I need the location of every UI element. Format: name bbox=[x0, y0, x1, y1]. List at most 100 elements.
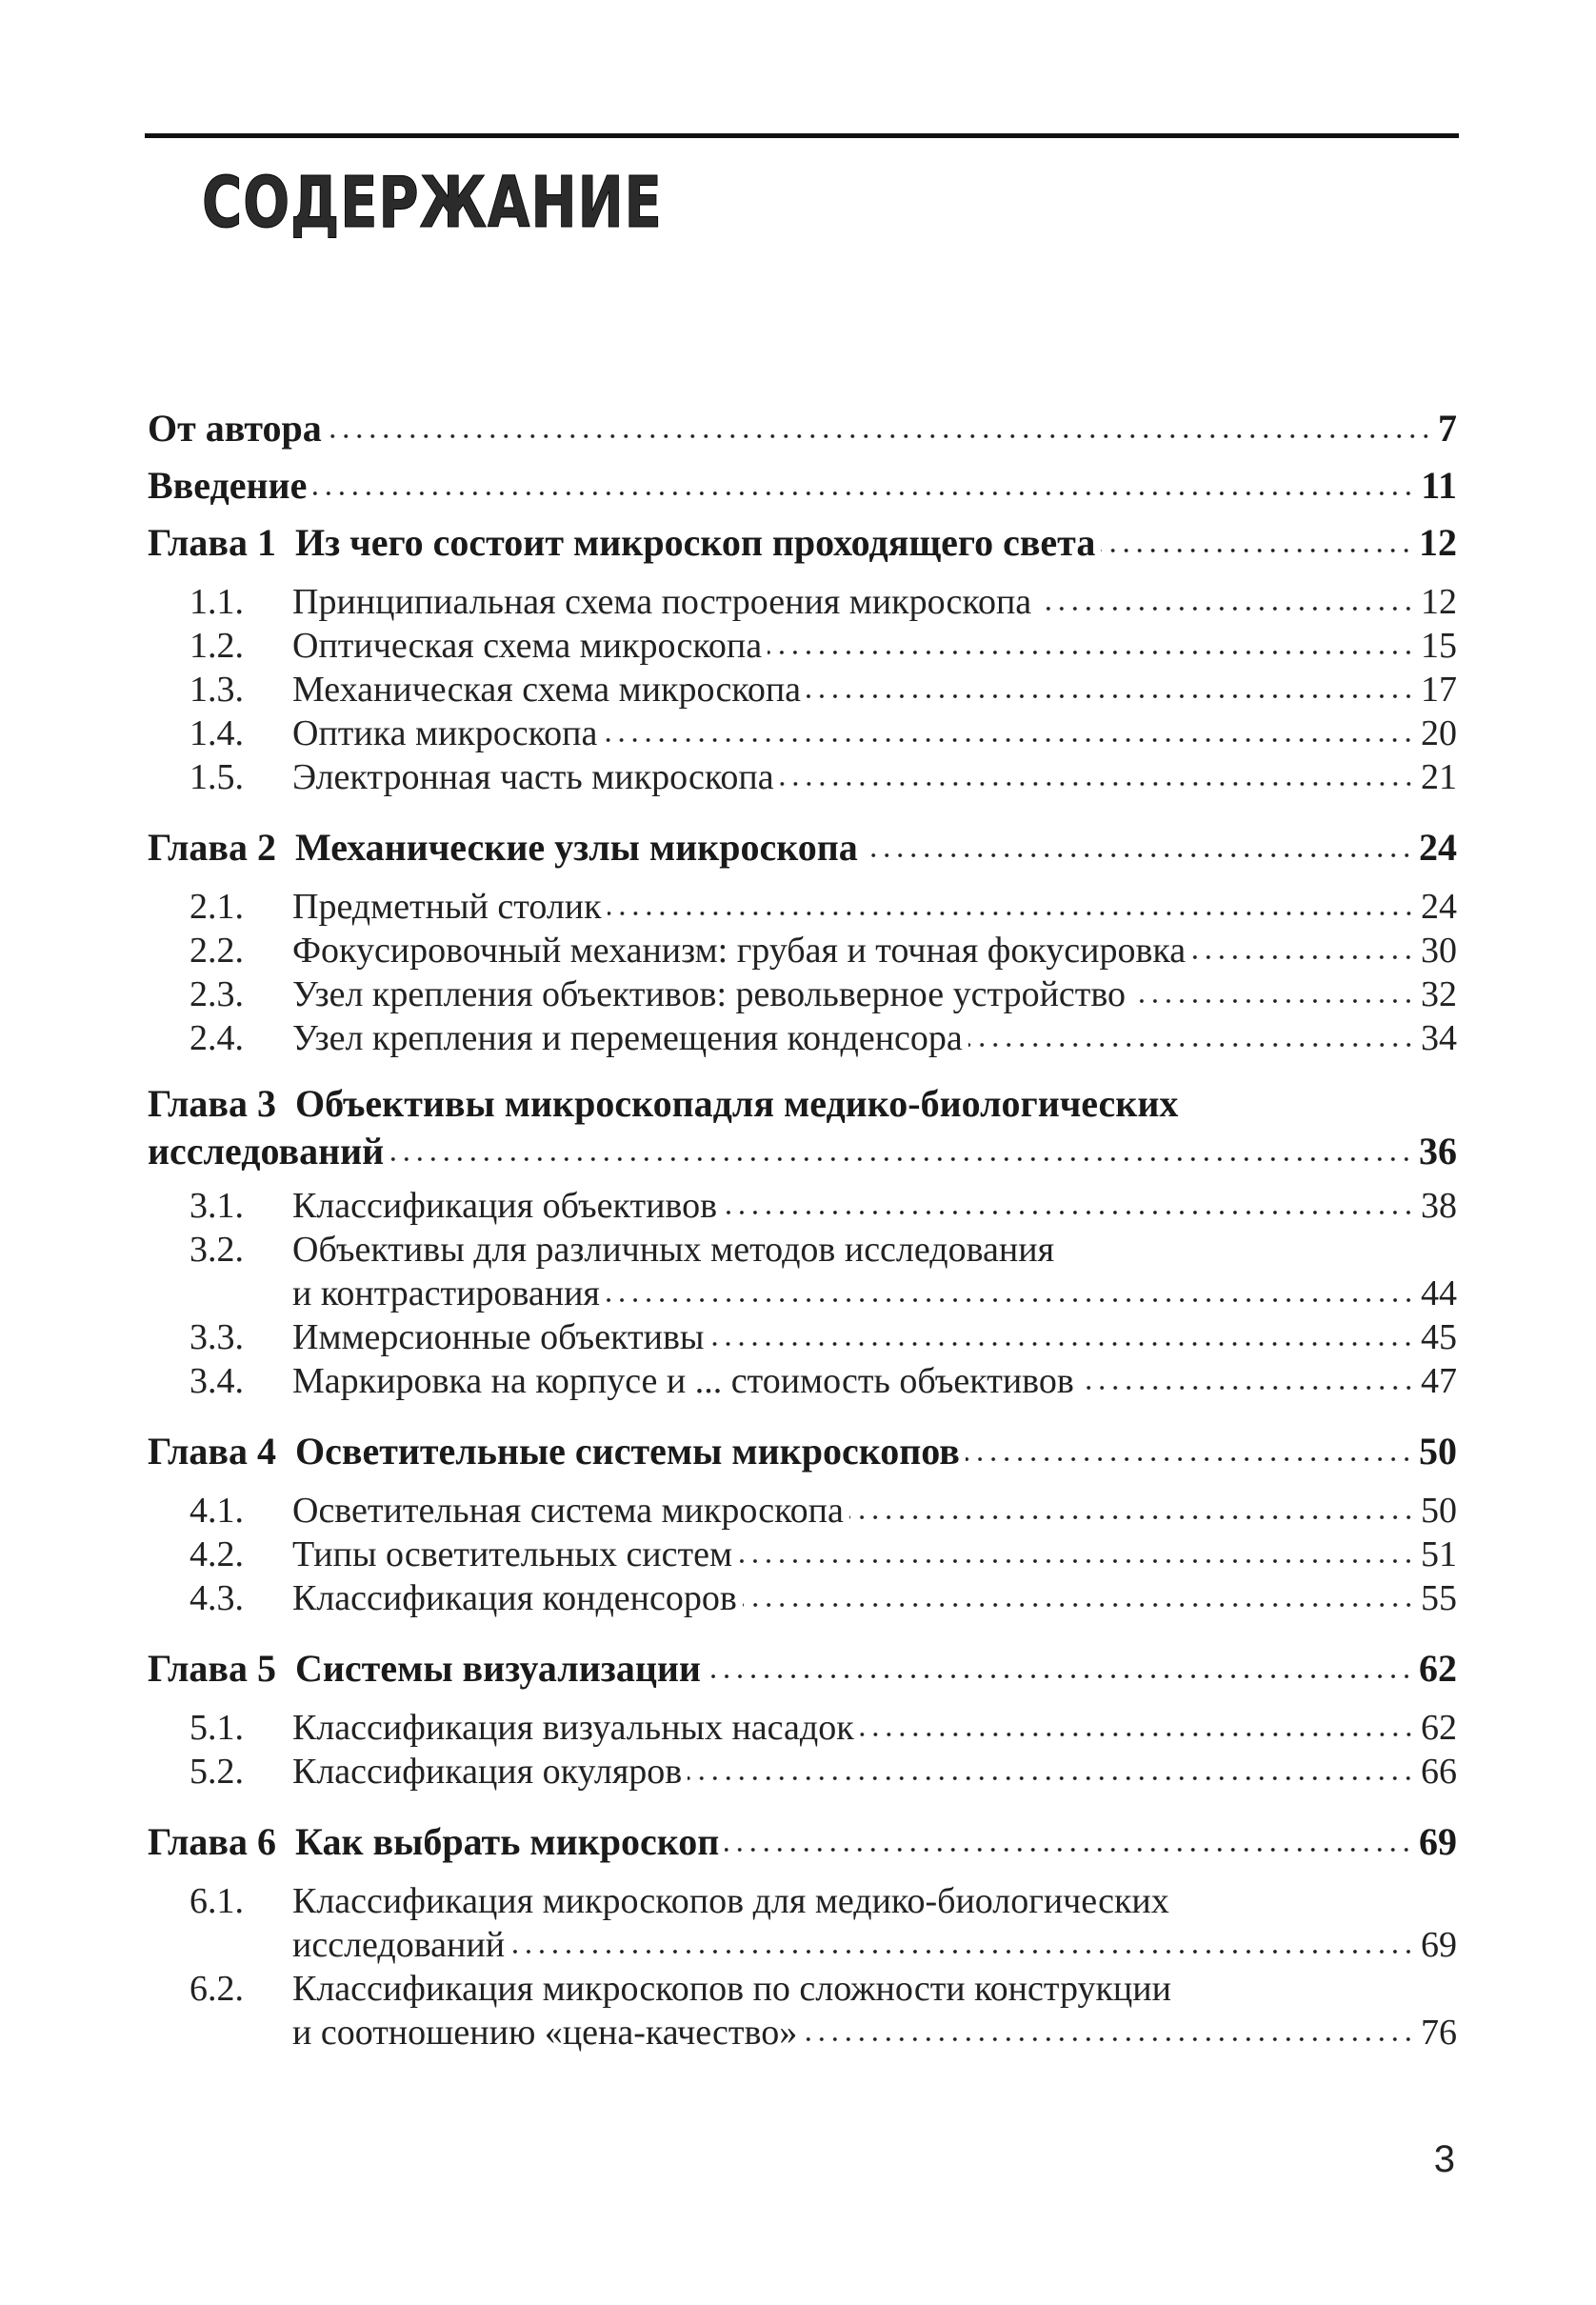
section-row: 2.3. Узел крепления объективов: револьвер… bbox=[148, 972, 1457, 1016]
chapter-title: исследований bbox=[148, 1130, 385, 1173]
section-page: 17 bbox=[1421, 670, 1457, 710]
section-title: Осветительная система микроскопа bbox=[292, 1491, 844, 1531]
chapter-label: Глава 3 bbox=[148, 1082, 276, 1125]
dot-leader bbox=[389, 1154, 1413, 1164]
section-title: Классификация микроскопов для медико-био… bbox=[292, 1881, 1169, 1921]
chapter-row: Глава 5 Системы визуализации 62 bbox=[148, 1640, 1457, 1697]
toc-chapter: Глава 2 Механические узлы микроскопа 24 2.1… bbox=[148, 819, 1457, 1080]
section-page: 62 bbox=[1421, 1708, 1457, 1748]
dot-leader bbox=[1101, 546, 1413, 555]
section-title: Узел крепления и перемещения конденсора bbox=[292, 1018, 963, 1058]
section-page: 32 bbox=[1421, 974, 1457, 1014]
section-list: 5.1. Классификация визуальных насадок 62 5.… bbox=[148, 1697, 1457, 1814]
toc-chapter: Глава 4 Осветительные системы микроскопов… bbox=[148, 1423, 1457, 1640]
dot-leader bbox=[1191, 952, 1415, 962]
dot-leader bbox=[709, 1339, 1415, 1349]
toc-chapter: Глава 5 Системы визуализации 62 5.1. Классиф… bbox=[148, 1640, 1457, 1814]
chapter-row: Глава 6 Как выбрать микроскоп 69 bbox=[148, 1814, 1457, 1871]
section-page: 47 bbox=[1421, 1361, 1457, 1401]
section-number: 1.5. bbox=[190, 757, 244, 797]
section-list: 2.1. Предметный столик 24 2.2. Фокусировочны… bbox=[148, 876, 1457, 1080]
chapter-title: Системы визуализации bbox=[294, 1647, 701, 1690]
chapter-row: Глава 1 Из чего состоит микроскоп проходя… bbox=[148, 514, 1457, 571]
section-row: 6.1. Классификация микроскопов для медико… bbox=[148, 1879, 1457, 1923]
dot-leader bbox=[807, 692, 1415, 701]
section-row: 3.4. Маркировка на корпусе и ... стоимост… bbox=[148, 1359, 1457, 1403]
dot-leader bbox=[965, 1454, 1413, 1464]
section-title: Классификация объективов bbox=[292, 1186, 718, 1226]
chapter-label: Глава 1 bbox=[148, 521, 276, 564]
section-page: 15 bbox=[1421, 626, 1457, 666]
section-title: Фокусировочный механизм: грубая и точная… bbox=[292, 931, 1187, 971]
section-title: Оптика микроскопа bbox=[292, 713, 598, 753]
chapter-row: Введение 11 bbox=[148, 457, 1457, 514]
section-number: 4.2. bbox=[190, 1534, 244, 1574]
dot-leader bbox=[968, 1040, 1415, 1050]
section-title: Типы осветительных систем bbox=[292, 1534, 733, 1574]
top-rule bbox=[145, 133, 1459, 138]
dot-leader bbox=[725, 1845, 1413, 1854]
dot-leader bbox=[1131, 996, 1415, 1006]
section-title: Предметный столик bbox=[292, 887, 602, 927]
section-number: 4.3. bbox=[190, 1578, 244, 1618]
dot-leader bbox=[607, 909, 1415, 918]
section-row: 3.2. Объективы для различных методов иссл… bbox=[148, 1228, 1457, 1272]
section-number: 2.1. bbox=[190, 887, 244, 927]
chapter-label: Глава 5 bbox=[148, 1647, 276, 1690]
dot-leader bbox=[706, 1672, 1413, 1681]
chapter-title: Объективы микроскопадля медико-биологиче… bbox=[294, 1082, 1179, 1125]
section-title: Оптическая схема микроскопа bbox=[292, 626, 763, 666]
section-row: 3.1. Классификация объективов 38 bbox=[148, 1184, 1457, 1228]
section-row: и соотношению «цена-качество» 76 bbox=[148, 2011, 1457, 2054]
section-number: 3.4. bbox=[190, 1361, 244, 1401]
section-title: Классификация визуальных насадок bbox=[292, 1708, 854, 1748]
chapter-row: исследований 36 bbox=[148, 1128, 1457, 1175]
section-number: 1.2. bbox=[190, 626, 244, 666]
toc-chapter: Глава 3 Объективы микроскопадля медико-би… bbox=[148, 1080, 1457, 1423]
dot-leader bbox=[779, 779, 1415, 789]
section-row: 1.4. Оптика микроскопа 20 bbox=[148, 712, 1457, 755]
section-number: 2.4. bbox=[190, 1018, 244, 1058]
section-page: 69 bbox=[1421, 1925, 1457, 1965]
section-page: 66 bbox=[1421, 1752, 1457, 1792]
dot-leader bbox=[1079, 1383, 1415, 1393]
chapter-title: Введение bbox=[148, 464, 308, 507]
section-number: 2.2. bbox=[190, 931, 244, 971]
section-row: 2.4. Узел крепления и перемещения конденс… bbox=[148, 1016, 1457, 1060]
dot-leader bbox=[1037, 604, 1415, 613]
dot-leader bbox=[605, 1295, 1415, 1305]
section-title: Классификация микроскопов по сложности к… bbox=[292, 1969, 1171, 2009]
chapter-row: От автора 7 bbox=[148, 400, 1457, 457]
section-number: 3.2. bbox=[190, 1230, 244, 1270]
section-title: Классификация конденсоров bbox=[292, 1578, 737, 1618]
section-page: 38 bbox=[1421, 1186, 1457, 1226]
dot-leader bbox=[510, 1947, 1415, 1956]
chapter-title: Механические узлы микроскопа bbox=[294, 826, 858, 869]
section-page: 20 bbox=[1421, 713, 1457, 753]
section-row: 1.5. Электронная часть микроскопа 21 bbox=[148, 755, 1457, 799]
section-title: Узел крепления объективов: револьверное … bbox=[292, 974, 1127, 1014]
section-title: Электронная часть микроскопа bbox=[292, 757, 774, 797]
section-title: Классификация окуляров bbox=[292, 1752, 683, 1792]
section-row: 4.3. Классификация конденсоров 55 bbox=[148, 1576, 1457, 1620]
section-list: 3.1. Классификация объективов 38 3.2. Объект… bbox=[148, 1175, 1457, 1423]
section-number: 1.3. bbox=[190, 670, 244, 710]
chapter-page: 62 bbox=[1419, 1647, 1457, 1690]
section-title: Маркировка на корпусе и ... стоимость об… bbox=[292, 1361, 1074, 1401]
section-page: 55 bbox=[1421, 1578, 1457, 1618]
section-row: 4.2. Типы осветительных систем 51 bbox=[148, 1533, 1457, 1576]
section-title: исследований bbox=[292, 1925, 506, 1965]
chapter-row: Глава 3 Объективы микроскопадля медико-би… bbox=[148, 1080, 1457, 1128]
section-list: 4.1. Осветительная система микроскопа 50 4.… bbox=[148, 1480, 1457, 1640]
section-page: 21 bbox=[1421, 757, 1457, 797]
section-title: и контрастирования bbox=[292, 1273, 600, 1313]
section-page: 44 bbox=[1421, 1273, 1457, 1313]
section-row: 3.3. Иммерсионные объективы 45 bbox=[148, 1315, 1457, 1359]
chapter-label: Глава 2 bbox=[148, 826, 276, 869]
section-row: 5.2. Классификация окуляров 66 bbox=[148, 1750, 1457, 1794]
section-title: Механическая схема микроскопа bbox=[292, 670, 802, 710]
chapter-page: 36 bbox=[1419, 1130, 1457, 1173]
section-number: 3.1. bbox=[190, 1186, 244, 1226]
chapter-page: 12 bbox=[1419, 521, 1457, 564]
dot-leader bbox=[312, 489, 1416, 498]
